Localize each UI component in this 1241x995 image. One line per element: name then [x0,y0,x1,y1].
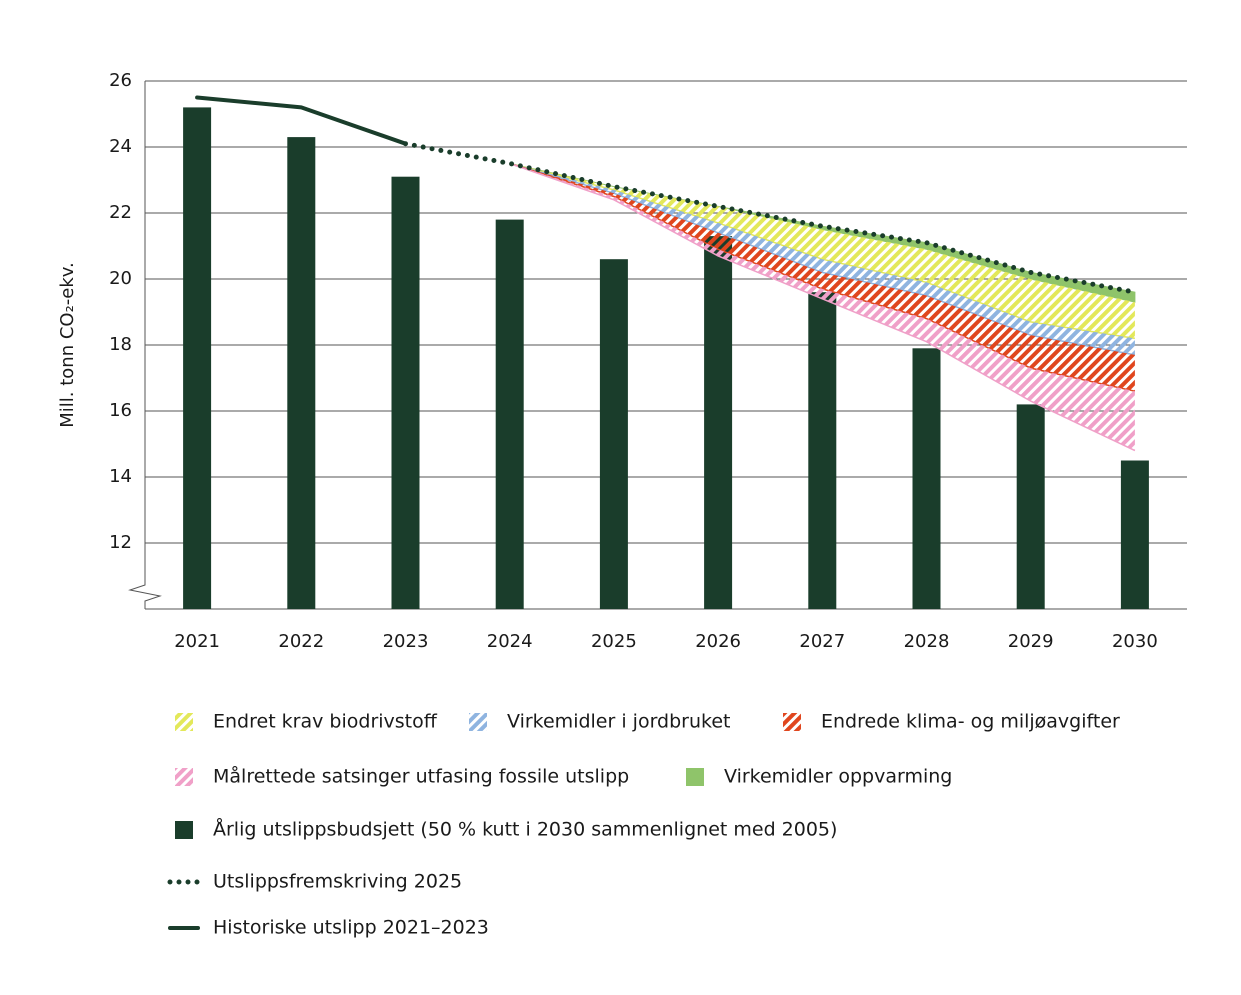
bar [704,236,733,609]
y-tick-label: 20 [109,268,132,289]
legend-label: Årlig utslippsbudsjett (50 % kutt i 2030… [213,818,837,841]
x-tick-label: 2024 [487,631,533,652]
x-tick-label: 2021 [174,631,220,652]
y-tick-label: 12 [109,532,132,553]
x-tick-label: 2022 [278,631,324,652]
x-tick-label: 2030 [1112,631,1158,652]
x-tick-label: 2027 [799,631,845,652]
legend-label: Historiske utslipp 2021–2023 [213,917,489,939]
x-tick-label: 2025 [591,631,637,652]
bar [183,107,212,610]
y-tick-label: 16 [109,400,132,421]
legend-swatch [175,768,193,786]
y-tick-label: 14 [109,466,132,487]
legend-swatch [175,821,193,839]
legend-label: Virkemidler oppvarming [724,766,952,788]
bar [391,176,420,609]
legend-label: Målrettede satsinger utfasing fossile ut… [213,765,629,788]
bar [599,259,628,609]
bar [1016,404,1045,609]
projection-line [403,141,1138,295]
reduction-area [509,163,1135,392]
x-tick-label: 2028 [904,631,950,652]
legend-swatch [469,713,487,731]
y-axis-label: Mill. tonn CO₂-ekv. [57,262,78,428]
x-tick-label: 2023 [383,631,429,652]
bar [287,137,316,609]
legend-label: Endrede klima- og miljøavgifter [821,711,1120,733]
x-tick-label: 2029 [1008,631,1054,652]
bar [912,348,941,609]
bar [808,292,837,609]
history-line [195,95,408,146]
legend-swatch [175,713,193,731]
legend-label: Utslippsfremskriving 2025 [213,871,462,893]
x-tick-label: 2026 [695,631,741,652]
reduction-area [509,163,1136,303]
legend-swatch [783,713,801,731]
bar [1120,460,1149,609]
legend-swatch [686,768,704,786]
bar [495,219,524,609]
y-tick-label: 22 [109,202,132,223]
reduction-area [509,163,1135,339]
y-tick-label: 26 [109,70,132,91]
y-tick-label: 18 [109,334,132,355]
reduction-area [509,163,1135,355]
legend-label: Virkemidler i jordbruket [507,711,731,733]
y-tick-label: 24 [109,136,132,157]
reduction-edge [509,162,1136,452]
axis-break [128,575,162,609]
legend-label: Endret krav biodrivstoff [213,711,438,733]
